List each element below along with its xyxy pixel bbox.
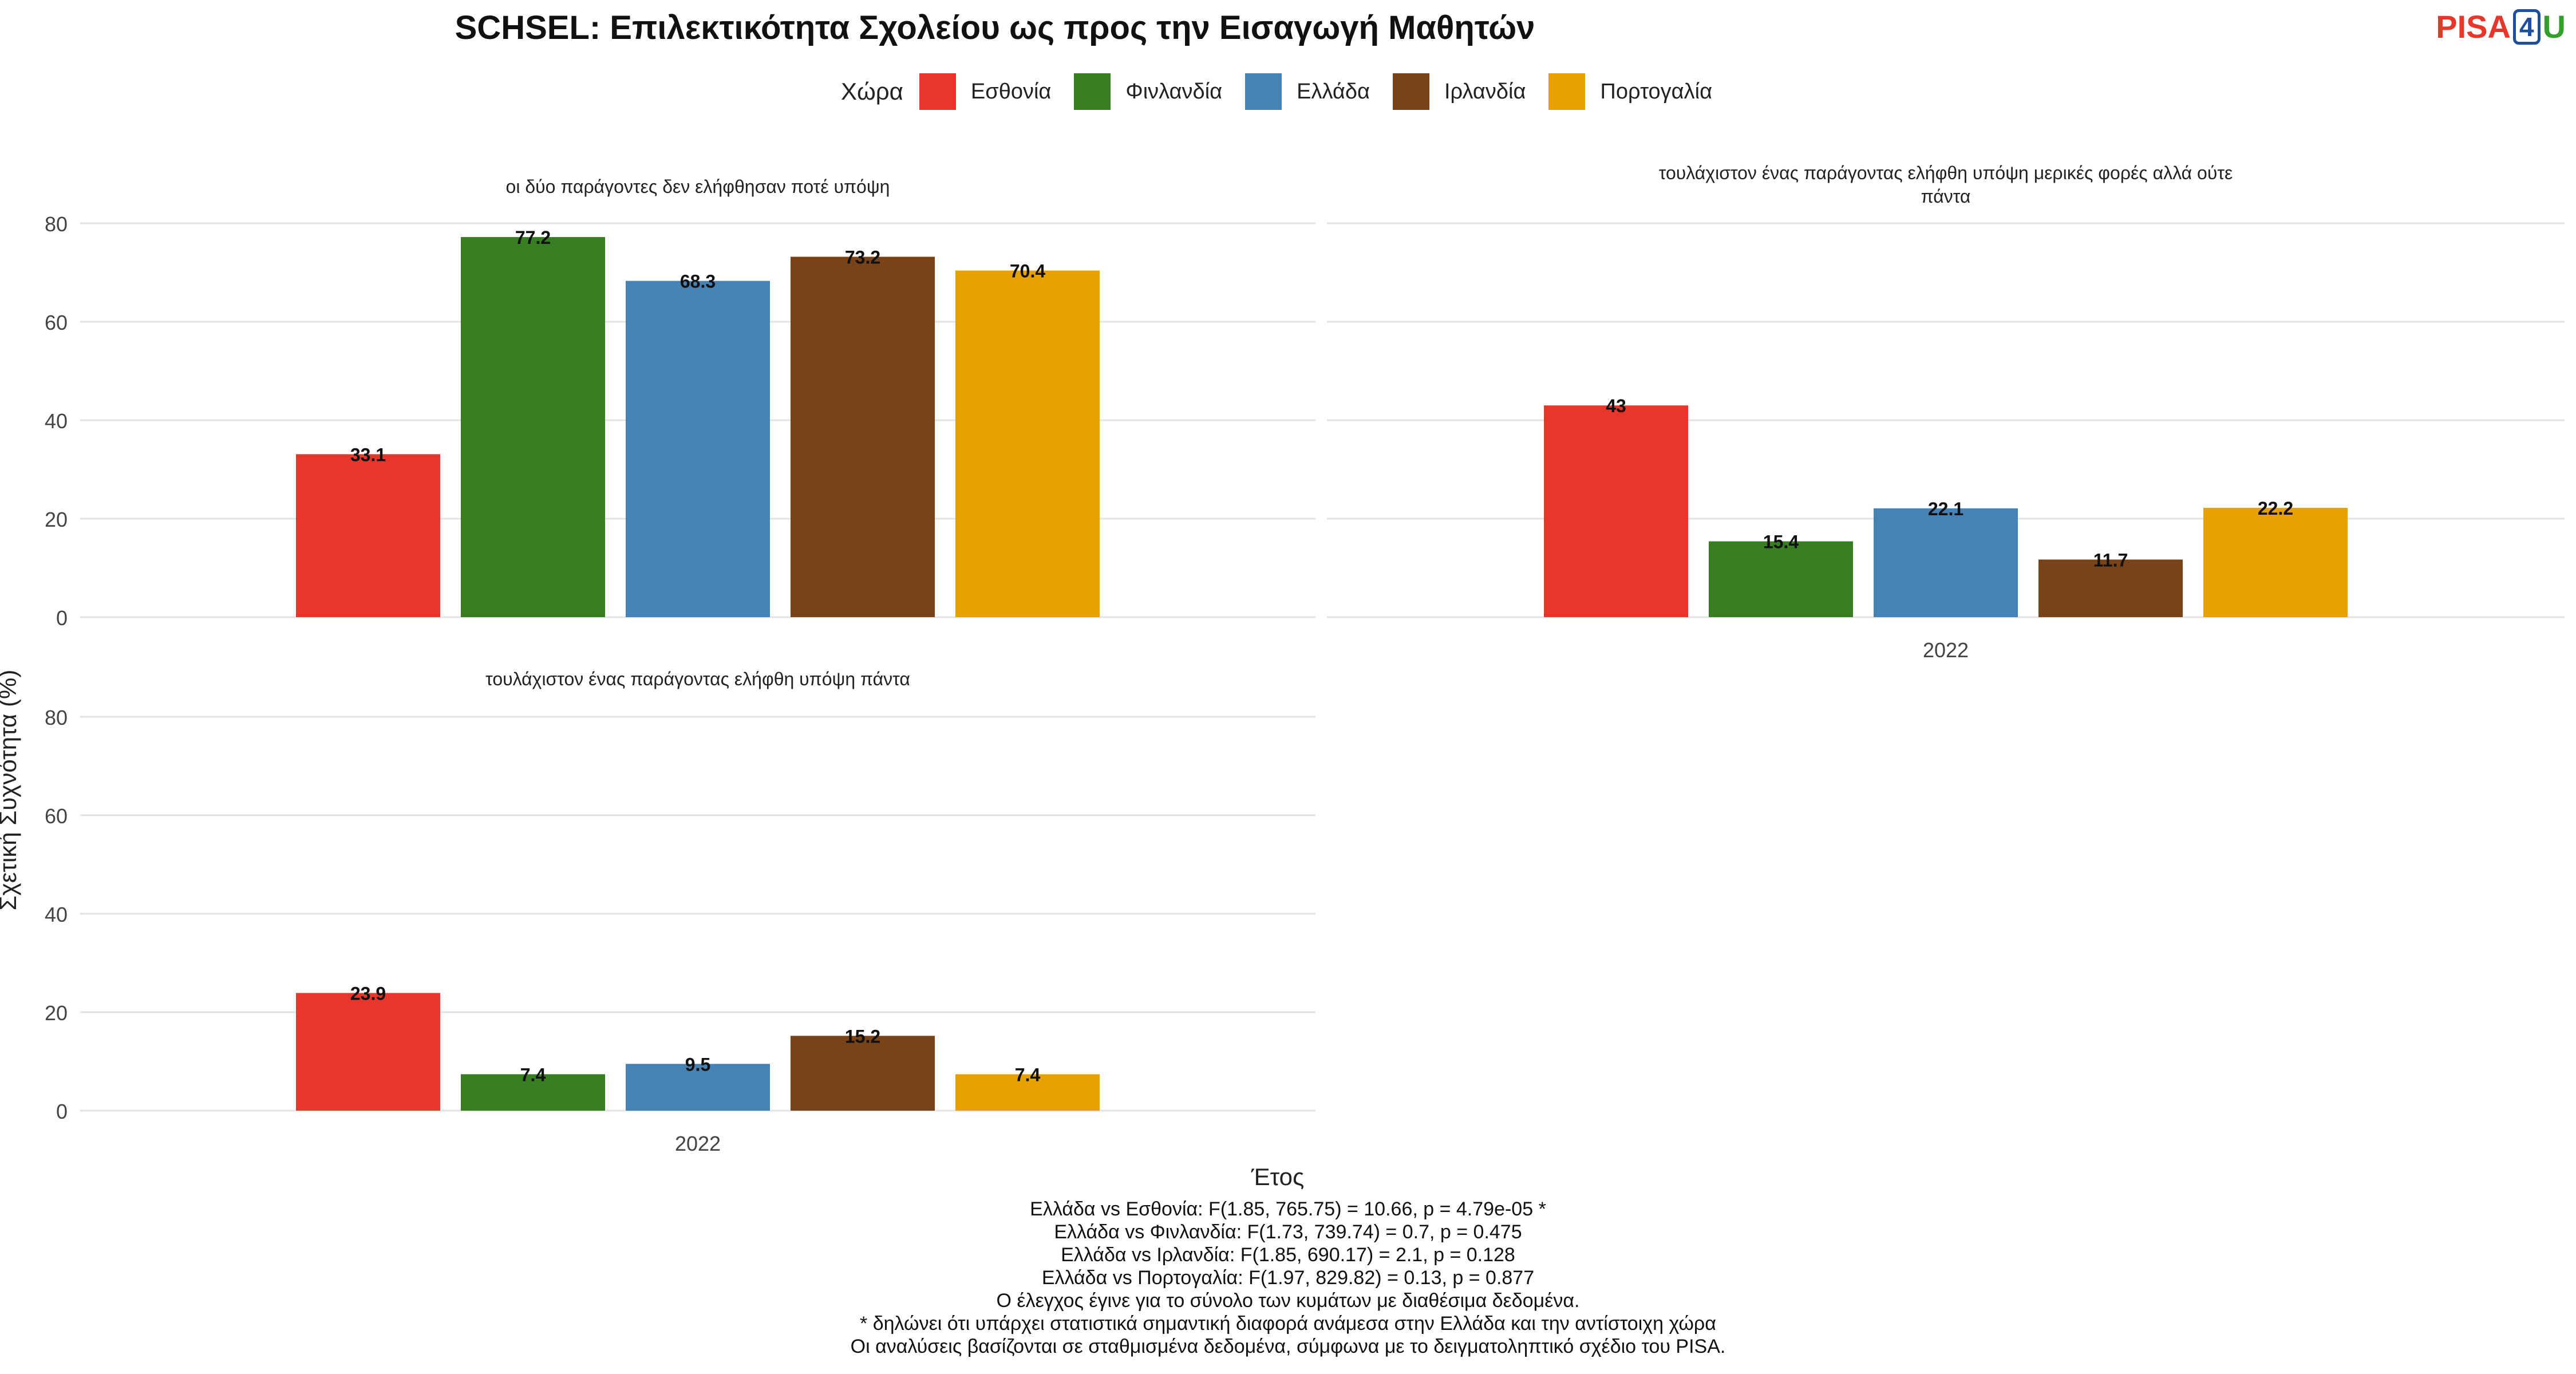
footnote-line: Ελλάδα vs Πορτογαλία: F(1.97, 829.82) = … <box>1041 1267 1535 1289</box>
data-label: 11.7 <box>2093 550 2128 570</box>
legend-label: Ιρλανδία <box>1444 79 1526 104</box>
x-axis-label: Έτος <box>1251 1163 1305 1190</box>
y-axis-label: Σχετική Συχνότητα (%) <box>0 670 21 911</box>
bar <box>1874 508 2018 617</box>
bar <box>461 237 605 618</box>
legend-title: Χώρα <box>840 78 903 105</box>
bar <box>626 281 770 617</box>
logo-text-pisa: PISA <box>2436 9 2511 45</box>
legend: Χώρα Εσθονία Φινλανδία Ελλάδα Ιρλανδία Π… <box>0 73 2576 110</box>
y-tick-label: 20 <box>45 1001 68 1025</box>
legend-label: Φινλανδία <box>1125 79 1223 104</box>
data-label: 33.1 <box>350 444 386 465</box>
logo-text-u: U <box>2542 9 2566 45</box>
legend-swatch <box>1245 73 1282 110</box>
y-tick-label: 40 <box>45 409 68 433</box>
bar <box>1544 405 1688 617</box>
bar <box>296 993 440 1111</box>
logo-text-4: 4 <box>2512 9 2541 45</box>
x-tick-label: 2022 <box>1923 638 1969 662</box>
data-label: 9.5 <box>685 1054 710 1075</box>
bar <box>296 454 440 617</box>
y-tick-label: 60 <box>45 804 68 828</box>
footnote-line: Ελλάδα vs Φινλανδία: F(1.73, 739.74) = 0… <box>1054 1221 1522 1243</box>
bar <box>791 256 935 618</box>
chart-title: SCHSEL: Επιλεκτικότητα Σχολείου ως προς … <box>455 9 1535 46</box>
bar <box>2038 559 2183 617</box>
legend-item-estonia: Εσθονία <box>919 73 1051 110</box>
data-label: 77.2 <box>515 227 551 248</box>
footnote-line: Ελλάδα vs Ιρλανδία: F(1.85, 690.17) = 2.… <box>1061 1244 1515 1266</box>
data-label: 22.1 <box>1928 499 1963 519</box>
data-label: 73.2 <box>845 247 880 267</box>
pisa4u-logo: PISA 4 U <box>2436 8 2566 45</box>
y-tick-label: 0 <box>56 1100 68 1123</box>
legend-label: Πορτογαλία <box>1600 79 1713 104</box>
bar <box>791 1036 935 1111</box>
data-label: 7.4 <box>1015 1064 1041 1085</box>
data-label: 15.4 <box>1763 532 1799 552</box>
legend-item-finland: Φινλανδία <box>1074 73 1222 110</box>
footnote-line: Ο έλεγχος έγινε για το σύνολο των κυμάτω… <box>996 1290 1580 1312</box>
data-label: 23.9 <box>350 983 386 1004</box>
data-label: 15.2 <box>845 1026 880 1047</box>
bar <box>1709 541 1853 617</box>
panel-title: τουλάχιστον ένας παράγοντας ελήφθη υπόψη… <box>485 669 910 689</box>
bar <box>955 1074 1100 1111</box>
legend-label: Εσθονία <box>970 79 1052 104</box>
legend-swatch <box>1393 73 1429 110</box>
legend-item-portugal: Πορτογαλία <box>1548 73 1712 110</box>
bar <box>2203 508 2348 617</box>
y-tick-label: 60 <box>45 311 68 334</box>
bar <box>955 270 1100 617</box>
panel-title: πάντα <box>1921 186 1971 207</box>
data-label: 22.2 <box>2258 498 2293 519</box>
panel-title: οι δύο παράγοντες δεν ελήφθησαν ποτέ υπό… <box>506 176 890 197</box>
y-tick-label: 0 <box>56 606 68 630</box>
y-tick-label: 40 <box>45 903 68 926</box>
legend-swatch <box>1074 73 1111 110</box>
y-tick-label: 20 <box>45 508 68 531</box>
bar <box>461 1074 605 1111</box>
footnote-line: * δηλώνει ότι υπάρχει στατιστικά σημαντι… <box>860 1313 1716 1334</box>
panel-title: τουλάχιστον ένας παράγοντας ελήφθη υπόψη… <box>1659 163 2233 183</box>
data-label: 70.4 <box>1010 261 1045 282</box>
bar <box>626 1064 770 1111</box>
footnote-line: Οι αναλύσεις βασίζονται σε σταθμισμένα δ… <box>850 1336 1726 1357</box>
legend-item-ireland: Ιρλανδία <box>1393 73 1526 110</box>
x-tick-label: 2022 <box>675 1132 721 1155</box>
legend-item-greece: Ελλάδα <box>1245 73 1370 110</box>
footnote-line: Ελλάδα vs Εσθονία: F(1.85, 765.75) = 10.… <box>1030 1198 1546 1220</box>
y-tick-label: 80 <box>45 706 68 729</box>
legend-swatch <box>1548 73 1586 110</box>
data-label: 7.4 <box>520 1064 546 1085</box>
legend-label: Ελλάδα <box>1297 79 1370 104</box>
footnotes: Ελλάδα vs Εσθονία: F(1.85, 765.75) = 10.… <box>0 1198 2576 1358</box>
legend-swatch <box>919 73 956 110</box>
y-tick-label: 80 <box>45 212 68 236</box>
data-label: 68.3 <box>680 271 716 292</box>
data-label: 43 <box>1606 396 1626 416</box>
